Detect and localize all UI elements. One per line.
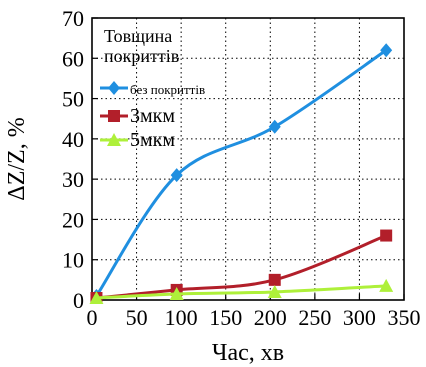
data-point-2-2 [267, 284, 282, 298]
legend-label-1: 3мкм [130, 105, 175, 127]
x-tick-label-5: 250 [298, 305, 331, 330]
y-tick-label-7: 70 [62, 6, 84, 31]
x-tick-label-3: 150 [209, 305, 242, 330]
legend-label-2: 5мкм [130, 129, 175, 151]
y-tick-label-0: 0 [73, 288, 84, 313]
legend-marker-1 [108, 110, 120, 122]
series-group [89, 43, 394, 304]
legend-title-line-1: покриттів [104, 46, 179, 66]
data-point-0-2 [268, 119, 281, 134]
plot-frame [91, 17, 405, 301]
y-tick-label-5: 50 [62, 87, 84, 112]
y-tick-label-1: 10 [62, 248, 84, 273]
data-point-0-1 [170, 168, 183, 183]
legend-marker-0 [108, 81, 120, 95]
series-line-2 [96, 284, 387, 300]
x-tick-label-4: 200 [254, 305, 287, 330]
y-tick-label-4: 40 [62, 127, 84, 152]
x-axis-label: Час, хв [212, 340, 284, 366]
data-point-1-2 [268, 273, 281, 286]
y-tick-label-3: 30 [62, 167, 84, 192]
series-line-0 [95, 48, 388, 297]
y-tick-label-2: 20 [62, 207, 84, 232]
x-tick-label-1: 50 [126, 305, 148, 330]
x-tick-label-0: 0 [87, 305, 98, 330]
x-tick-label-7: 350 [388, 305, 421, 330]
data-point-1-3 [380, 229, 393, 242]
legend-label-0: без покриттів [130, 82, 205, 97]
data-point-2-1 [169, 286, 184, 300]
data-point-2-0 [89, 290, 104, 304]
axis-ticks: 0 50 100 150 200 250 300 350 0 10 20 30 40 50 60 70 [62, 6, 421, 330]
series-line-1 [96, 234, 387, 300]
data-point-0-3 [380, 43, 393, 58]
x-tick-label-2: 100 [165, 305, 198, 330]
x-tick-label-6: 300 [343, 305, 376, 330]
y-axis-label: ΔZ/Z, % [4, 117, 30, 200]
y-tick-label-6: 60 [62, 46, 84, 71]
legend-title-line-0: Товщина [104, 26, 172, 46]
grid [92, 18, 404, 300]
data-point-2-3 [379, 278, 394, 292]
legend-marker-2 [107, 133, 121, 146]
